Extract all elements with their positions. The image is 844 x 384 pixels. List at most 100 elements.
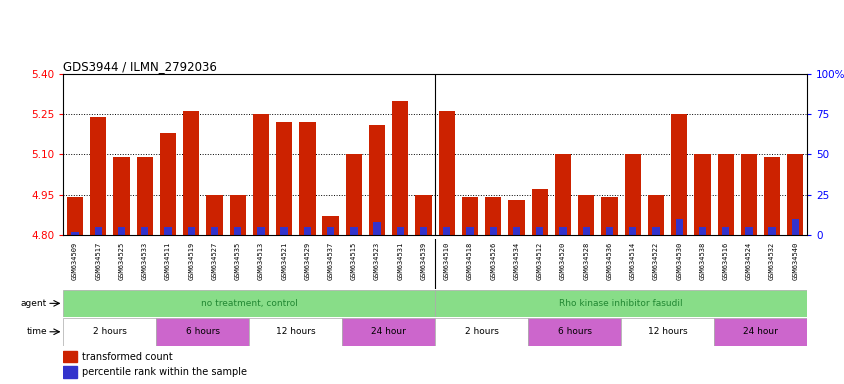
Bar (652, 227, 659, 235)
Text: GSM634512: GSM634512 (536, 242, 542, 280)
Text: GSM634513: GSM634513 (257, 242, 263, 280)
Bar (694, 154, 710, 235)
Bar (647, 195, 663, 235)
Bar (787, 154, 803, 235)
Text: GSM634522: GSM634522 (652, 242, 658, 280)
Bar (90, 117, 106, 235)
Bar (582, 227, 589, 235)
Bar (763, 157, 779, 235)
Text: GSM634527: GSM634527 (211, 242, 217, 280)
Text: GSM634533: GSM634533 (142, 242, 148, 280)
Text: GSM634537: GSM634537 (327, 242, 333, 280)
Bar (605, 227, 613, 235)
Bar (670, 114, 686, 235)
Bar (117, 227, 125, 235)
Bar (442, 227, 450, 235)
Bar (187, 227, 195, 235)
Text: GSM634518: GSM634518 (467, 242, 473, 280)
Bar (160, 133, 176, 235)
Bar (624, 154, 640, 235)
Text: GDS3944 / ILMN_2792036: GDS3944 / ILMN_2792036 (63, 60, 217, 73)
Text: no treatment, control: no treatment, control (201, 299, 297, 308)
Bar (71, 232, 78, 235)
Text: Rho kinase inhibitor fasudil: Rho kinase inhibitor fasudil (559, 299, 682, 308)
Bar (342, 318, 435, 346)
Text: GSM634538: GSM634538 (699, 242, 705, 280)
Text: 2 hours: 2 hours (93, 327, 127, 336)
Text: GSM634532: GSM634532 (768, 242, 774, 280)
Text: GSM634514: GSM634514 (629, 242, 635, 280)
Text: GSM634515: GSM634515 (350, 242, 356, 280)
Bar (322, 216, 338, 235)
Bar (299, 122, 315, 235)
Bar (327, 227, 334, 235)
Text: 24 hour: 24 hour (371, 327, 406, 336)
Bar (419, 227, 427, 235)
Text: GSM634521: GSM634521 (281, 242, 287, 280)
Bar (392, 101, 408, 235)
Bar (234, 227, 241, 235)
Text: 6 hours: 6 hours (557, 327, 591, 336)
Bar (67, 197, 83, 235)
Bar (559, 227, 566, 235)
Bar (767, 227, 775, 235)
Bar (206, 195, 222, 235)
Bar (113, 157, 129, 235)
Bar (63, 366, 77, 377)
Text: GSM634519: GSM634519 (188, 242, 194, 280)
Bar (141, 227, 149, 235)
Text: GSM634516: GSM634516 (722, 242, 728, 280)
Bar (717, 154, 733, 235)
Bar (183, 111, 199, 235)
Bar (257, 227, 264, 235)
Bar (156, 318, 249, 346)
Bar (396, 227, 403, 235)
Text: GSM634534: GSM634534 (513, 242, 519, 280)
Bar (791, 219, 798, 235)
Text: GSM634526: GSM634526 (490, 242, 495, 280)
Bar (535, 227, 543, 235)
Bar (674, 219, 682, 235)
Text: GSM634528: GSM634528 (582, 242, 588, 280)
Bar (137, 157, 153, 235)
Bar (95, 227, 102, 235)
Bar (369, 125, 385, 235)
Text: 2 hours: 2 hours (464, 327, 498, 336)
Bar (601, 197, 617, 235)
Bar (528, 318, 620, 346)
Text: 12 hours: 12 hours (647, 327, 686, 336)
Bar (230, 195, 246, 235)
Text: 6 hours: 6 hours (186, 327, 219, 336)
Bar (462, 197, 478, 235)
Bar (628, 227, 636, 235)
Bar (577, 195, 593, 235)
Bar (489, 227, 496, 235)
Bar (531, 189, 547, 235)
Text: GSM634539: GSM634539 (420, 242, 426, 280)
Text: agent: agent (21, 299, 47, 308)
Text: GSM634536: GSM634536 (606, 242, 612, 280)
Bar (276, 122, 292, 235)
Text: GSM634520: GSM634520 (560, 242, 565, 280)
Text: GSM634529: GSM634529 (304, 242, 310, 280)
Bar (740, 154, 756, 235)
Text: GSM634511: GSM634511 (165, 242, 170, 280)
Bar (484, 197, 500, 235)
Text: GSM634510: GSM634510 (443, 242, 449, 280)
Text: GSM634531: GSM634531 (397, 242, 403, 280)
Bar (63, 318, 156, 346)
Bar (63, 351, 77, 362)
Text: GSM634517: GSM634517 (95, 242, 101, 280)
Bar (280, 227, 288, 235)
Text: GSM634523: GSM634523 (374, 242, 380, 280)
Bar (349, 227, 357, 235)
Bar (508, 200, 524, 235)
Text: 12 hours: 12 hours (276, 327, 315, 336)
Bar (435, 318, 528, 346)
Text: percentile rank within the sample: percentile rank within the sample (82, 367, 246, 377)
Bar (512, 227, 520, 235)
Bar (721, 227, 728, 235)
Bar (555, 154, 571, 235)
Bar (698, 227, 706, 235)
Bar (164, 227, 171, 235)
